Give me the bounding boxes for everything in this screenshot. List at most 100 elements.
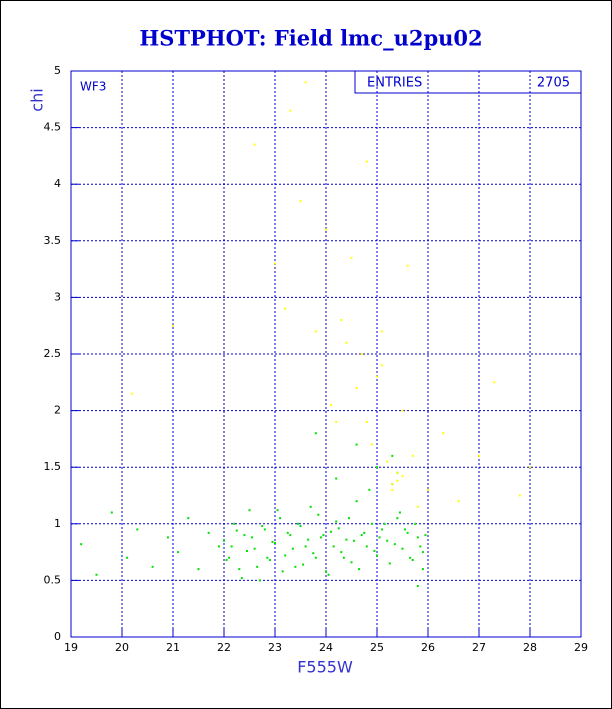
stats-value: 2705 (537, 76, 570, 91)
point (235, 529, 238, 532)
point (388, 562, 391, 565)
point (294, 565, 297, 568)
point (304, 545, 307, 548)
point (322, 534, 325, 537)
point (416, 585, 419, 588)
point (327, 573, 330, 576)
point (172, 324, 174, 327)
point (284, 307, 287, 310)
point (291, 547, 294, 550)
point (358, 568, 361, 571)
point (360, 353, 363, 355)
point (337, 527, 340, 530)
x-tick-label: 19 (64, 641, 78, 654)
y-tick-label: 4.5 (44, 121, 62, 134)
point (342, 556, 345, 559)
point (307, 538, 310, 541)
x-tick-label: 20 (115, 641, 129, 654)
point (286, 531, 289, 534)
point (335, 477, 338, 480)
point (414, 522, 417, 525)
point (207, 531, 210, 534)
point (299, 525, 302, 528)
point (406, 531, 409, 534)
point (263, 528, 266, 531)
point (281, 570, 284, 573)
point (427, 488, 429, 491)
point (345, 341, 348, 344)
point (225, 559, 228, 562)
point (363, 531, 366, 534)
point (370, 443, 373, 446)
point (376, 466, 378, 469)
x-tick-label: 28 (523, 641, 537, 654)
point (240, 577, 243, 580)
point (166, 536, 169, 539)
point (268, 559, 271, 562)
point (238, 568, 241, 571)
point (381, 364, 384, 367)
point (95, 573, 98, 576)
point (347, 517, 350, 520)
y-tick-label: 0.5 (44, 573, 62, 586)
point (409, 556, 412, 559)
point (274, 542, 276, 545)
point (230, 545, 233, 548)
point (296, 522, 299, 525)
point (330, 530, 333, 533)
point (314, 330, 317, 333)
point (365, 545, 368, 548)
point (368, 488, 371, 491)
point (335, 520, 338, 523)
point (421, 568, 424, 571)
point (457, 500, 460, 503)
point (253, 547, 256, 550)
point (228, 556, 231, 559)
point (309, 505, 312, 508)
point (151, 565, 154, 568)
y-tick-label: 2.5 (44, 347, 62, 360)
point (271, 540, 274, 543)
point (299, 200, 302, 203)
stats-label: ENTRIES (367, 76, 422, 91)
point (411, 454, 414, 457)
point (314, 556, 317, 559)
point (325, 228, 327, 231)
point (126, 556, 129, 559)
point (396, 479, 399, 482)
point (217, 545, 220, 548)
x-tick-label: 21 (166, 641, 180, 654)
point (355, 443, 358, 446)
point (350, 256, 353, 259)
point (304, 81, 307, 84)
point (419, 545, 422, 548)
point (386, 460, 389, 463)
point (110, 511, 113, 514)
point (233, 522, 236, 525)
point (365, 420, 368, 423)
point (391, 483, 394, 486)
point (345, 538, 348, 541)
x-tick-label: 26 (421, 641, 435, 654)
y-axis-label: chi (28, 88, 47, 111)
point (355, 386, 358, 389)
point (376, 375, 378, 378)
point (401, 547, 404, 550)
y-tick-label: 1.5 (44, 460, 62, 473)
point (332, 545, 335, 548)
point (373, 549, 376, 552)
point (529, 466, 531, 469)
point (317, 513, 320, 516)
point (131, 392, 134, 395)
point (302, 563, 305, 566)
point (493, 381, 496, 384)
point (391, 488, 394, 491)
point (365, 160, 368, 163)
point (223, 539, 225, 542)
point (256, 565, 259, 568)
point (398, 511, 401, 514)
point (340, 551, 343, 554)
point (442, 432, 445, 435)
point (136, 528, 139, 531)
